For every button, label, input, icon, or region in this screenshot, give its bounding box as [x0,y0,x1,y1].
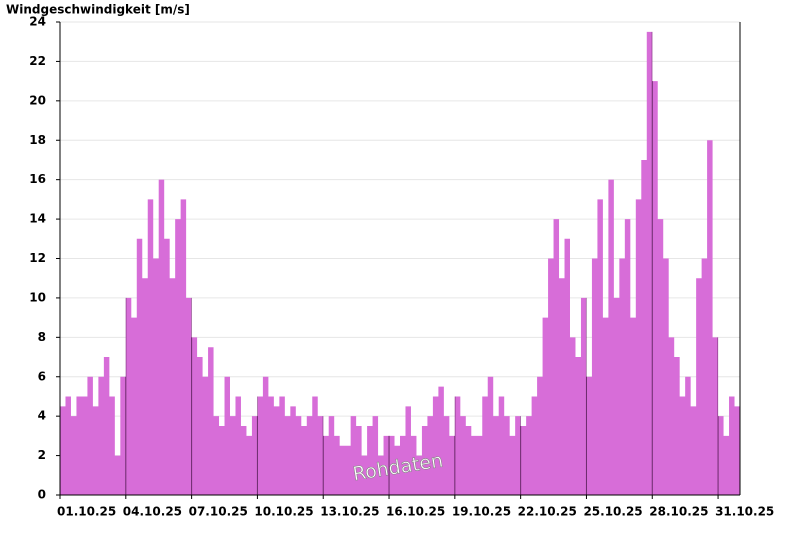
y-tick-label: 10 [29,290,46,304]
x-tick-label: 28.10.25 [649,505,708,519]
y-tick-label: 12 [29,251,46,265]
y-tick-label: 16 [29,172,46,186]
x-tick-label: 19.10.25 [452,505,511,519]
y-tick-label: 0 [38,488,46,502]
x-tick-label: 25.10.25 [583,505,642,519]
x-tick-label: 01.10.25 [57,505,116,519]
y-tick-label: 24 [29,15,46,29]
x-tick-label: 07.10.25 [189,505,248,519]
x-tick-label: 10.10.25 [254,505,313,519]
x-tick-label: 16.10.25 [386,505,445,519]
y-tick-label: 4 [38,409,46,423]
y-tick-label: 20 [29,93,46,107]
x-tick-label: 22.10.25 [518,505,577,519]
y-tick-label: 6 [38,369,46,383]
y-tick-label: 22 [29,54,46,68]
area [60,31,740,496]
y-tick-label: 2 [38,448,46,462]
x-tick-label: 04.10.25 [123,505,182,519]
y-tick-label: 18 [29,133,46,147]
y-tick-label: 14 [29,212,46,226]
x-tick-label: 13.10.25 [320,505,379,519]
chart-title: Windgeschwindigkeit [m/s] [6,3,190,17]
x-tick-label: 31.10.25 [715,505,774,519]
y-tick-label: 8 [38,330,46,344]
